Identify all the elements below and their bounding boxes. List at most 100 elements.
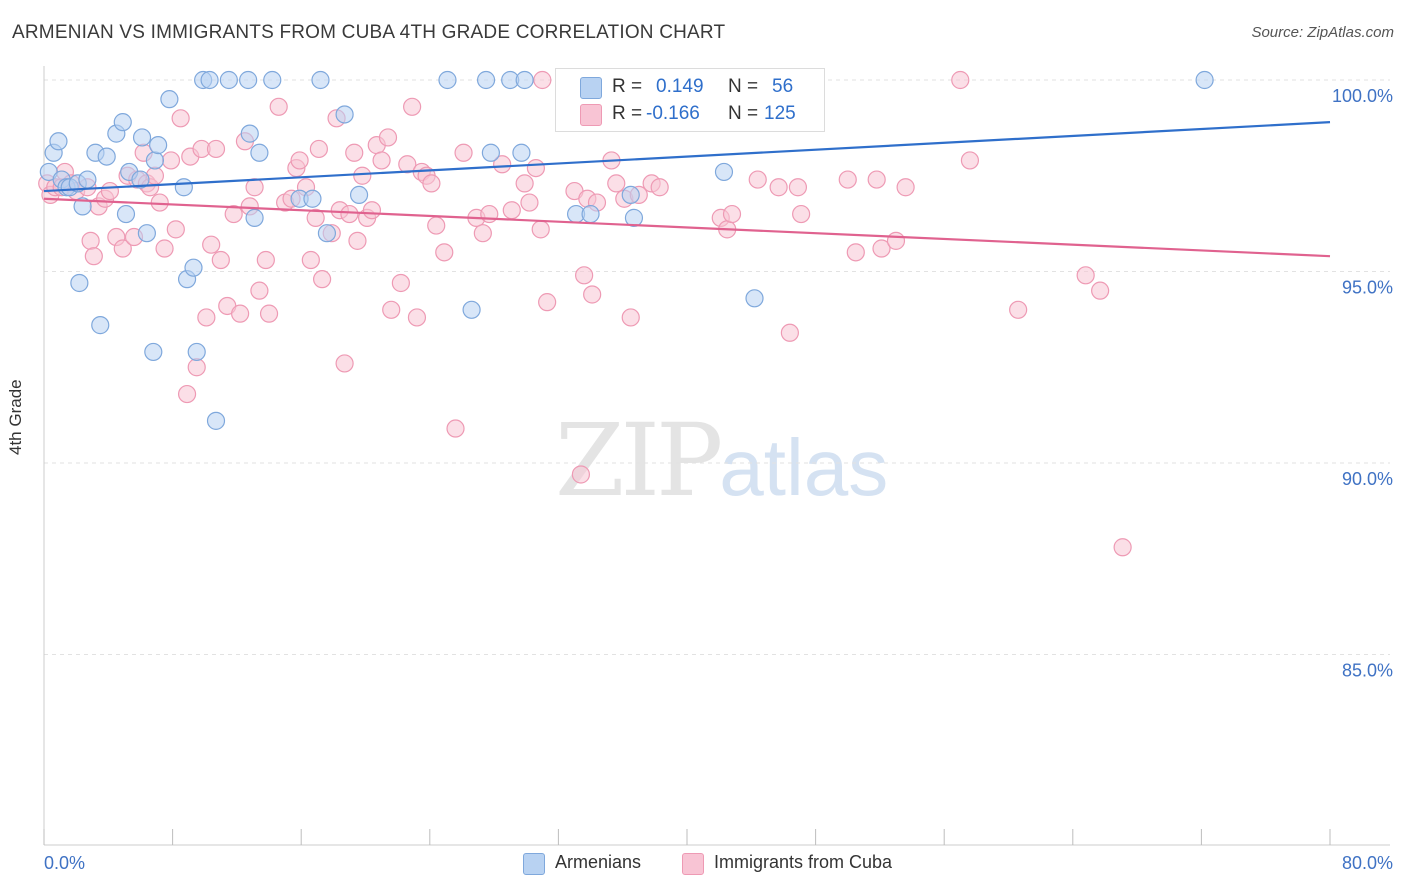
data-point (340, 204, 359, 224)
data-point (575, 266, 594, 285)
data-point (454, 143, 473, 162)
axes (43, 66, 1390, 846)
legend-n-value: 125 (764, 103, 796, 124)
x-tick-labels: 0.0% 80.0% (44, 853, 1393, 873)
data-point (960, 151, 980, 170)
legend-r-value: 0.149 (656, 76, 704, 97)
data-point (309, 139, 328, 159)
series-immigrants-from-cuba (38, 70, 1132, 557)
data-point (748, 170, 767, 189)
data-point (476, 70, 496, 90)
data-point (1076, 266, 1095, 285)
data-point (145, 151, 165, 170)
data-point (480, 204, 499, 224)
data-point (171, 109, 190, 128)
data-point (78, 170, 97, 189)
trend-line-cuba (43, 197, 1331, 258)
data-point (435, 243, 454, 262)
data-point (187, 342, 206, 362)
source-credit: Source: ZipAtlas.com (1251, 24, 1394, 41)
data-point (259, 304, 279, 323)
data-point (312, 270, 332, 289)
data-point (91, 316, 110, 335)
data-point (174, 178, 193, 197)
data-point (240, 124, 259, 143)
legend-n-label: N = (728, 103, 759, 124)
data-point (149, 136, 168, 155)
data-point (211, 250, 230, 270)
data-point (624, 208, 644, 227)
data-point (533, 70, 552, 90)
data-point (97, 147, 116, 166)
data-point (372, 151, 391, 170)
data-point (100, 181, 120, 201)
data-point (462, 300, 481, 319)
chart-title: ARMENIAN VS IMMIGRANTS FROM CUBA 4TH GRA… (12, 22, 726, 43)
data-point (144, 342, 163, 362)
data-point (473, 224, 492, 243)
data-point (353, 166, 372, 185)
data-point (867, 170, 886, 189)
data-point (197, 308, 216, 327)
data-point (303, 189, 322, 208)
data-point (113, 113, 132, 132)
data-point (481, 143, 500, 162)
data-point (951, 70, 970, 90)
watermark-atlas: atlas (719, 423, 889, 512)
data-point (290, 151, 309, 170)
cuba-swatch (580, 104, 602, 126)
data-point (838, 170, 857, 189)
data-point (160, 90, 179, 109)
watermark-zip: ZIP (555, 402, 723, 519)
data-point (362, 201, 382, 220)
trend-line-armenians (43, 121, 1331, 193)
data-point (607, 174, 626, 193)
data-point (131, 170, 150, 189)
legend-r-value: -0.166 (646, 103, 700, 124)
data-point (250, 143, 269, 162)
data-point (722, 204, 742, 224)
data-point (263, 70, 282, 90)
data-point (886, 231, 906, 250)
data-point (391, 273, 410, 293)
data-point (872, 239, 891, 258)
data-point (896, 178, 915, 197)
data-point (202, 235, 221, 254)
data-point (335, 105, 354, 124)
data-point (155, 239, 174, 258)
data-point (1009, 300, 1028, 319)
data-point (378, 128, 398, 147)
legend-label: Immigrants from Cuba (714, 852, 893, 872)
data-point (345, 143, 364, 162)
data-point (583, 285, 602, 304)
data-point (621, 185, 640, 204)
legend-label: Armenians (555, 852, 642, 872)
correlation-legend: R = 0.149 N = 56 R = -0.166 N = 125 (555, 68, 825, 132)
data-point (1091, 281, 1110, 300)
data-point (780, 323, 799, 342)
data-point (398, 155, 417, 174)
data-point (335, 354, 354, 373)
data-point (382, 300, 401, 319)
data-point (116, 204, 136, 224)
armenians-swatch (523, 853, 545, 875)
data-point (515, 174, 534, 193)
data-point (1195, 70, 1214, 90)
data-point (788, 178, 808, 197)
data-point (1113, 538, 1132, 557)
data-point (49, 132, 68, 151)
data-point (792, 204, 811, 224)
legend-r-label: R = (612, 103, 643, 124)
data-point (769, 178, 788, 197)
data-point (650, 178, 669, 197)
data-point (137, 224, 156, 243)
data-point (502, 201, 521, 220)
data-point (177, 384, 197, 404)
y-tick-label: 90.0% (1342, 469, 1393, 489)
data-point (245, 178, 264, 197)
y-tick-label: 85.0% (1342, 661, 1393, 681)
cuba-swatch (682, 853, 704, 875)
data-point (427, 216, 446, 235)
data-point (531, 220, 550, 239)
